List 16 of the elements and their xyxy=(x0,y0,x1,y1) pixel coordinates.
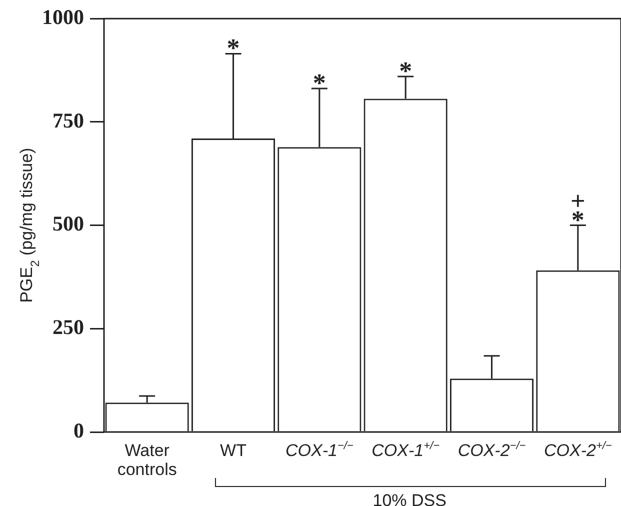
annotation: * xyxy=(226,34,240,63)
x-tick-label: WT xyxy=(220,441,246,460)
y-tick-label: 0 xyxy=(74,418,84,442)
y-tick-label: 750 xyxy=(52,108,84,132)
y-tick-label: 1000 xyxy=(42,5,84,30)
x-tick-label: COX-2+/− xyxy=(544,440,612,460)
annotation: * xyxy=(399,56,412,86)
text: 10% DSS xyxy=(372,491,446,506)
annotation: * xyxy=(312,68,326,98)
y-tick-label: 500 xyxy=(52,212,84,236)
y-tick-label: 250 xyxy=(52,315,84,340)
x-tick-label: COX-2−/− xyxy=(458,440,526,460)
x-tick-label: COX-1−/− xyxy=(285,440,354,460)
x-tick-label: COX-1+/− xyxy=(372,440,440,460)
x-tick-label: Water controls xyxy=(117,441,177,479)
y-axis-title: PGE2 (pg/mg tissue) xyxy=(17,148,42,303)
